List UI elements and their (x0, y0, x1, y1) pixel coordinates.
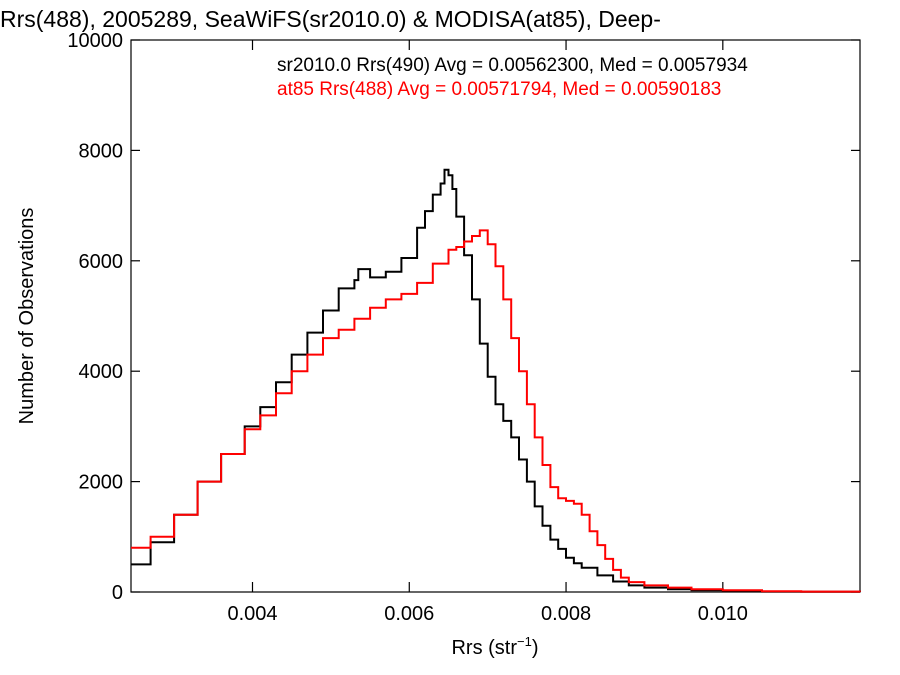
series-layer (131, 168, 861, 593)
series-line-2 (131, 229, 861, 593)
x-tick-label: 0.008 (541, 603, 591, 625)
y-axis-label: Number of Observations (16, 208, 38, 425)
plot-frame (130, 39, 861, 593)
y-tick-label: 2000 (79, 472, 124, 494)
y-axis: 0 2000 4000 6000 8000 10000 (67, 30, 860, 604)
y-tick-label: 10000 (67, 30, 123, 52)
x-axis-label-superscript: −1 (517, 634, 532, 649)
annotation-sr2010: sr2010.0 Rrs(490) Avg = 0.00562300, Med … (277, 55, 748, 76)
y-tick-label: 6000 (79, 251, 124, 273)
x-axis-label-end: ) (532, 637, 539, 659)
chart-title: Rrs(488), 2005289, SeaWiFS(sr2010.0) & M… (0, 6, 661, 32)
y-tick-label: 4000 (79, 361, 124, 383)
y-tick-label: 0 (112, 582, 123, 604)
x-tick-label: 0.006 (384, 603, 434, 625)
y-tick-label: 8000 (79, 140, 124, 162)
series-line-1 (131, 168, 861, 593)
plot-area-border (130, 39, 861, 593)
x-axis-label-main: Rrs (str (451, 637, 517, 659)
x-tick-label: 0.010 (698, 603, 748, 625)
x-tick-label: 0.004 (227, 603, 277, 625)
annotation-at85: at85 Rrs(488) Avg = 0.00571794, Med = 0.… (277, 79, 721, 100)
x-axis: 0.004 0.006 0.008 0.010 (227, 40, 748, 625)
x-axis-label: Rrs (str−1) (451, 634, 538, 659)
